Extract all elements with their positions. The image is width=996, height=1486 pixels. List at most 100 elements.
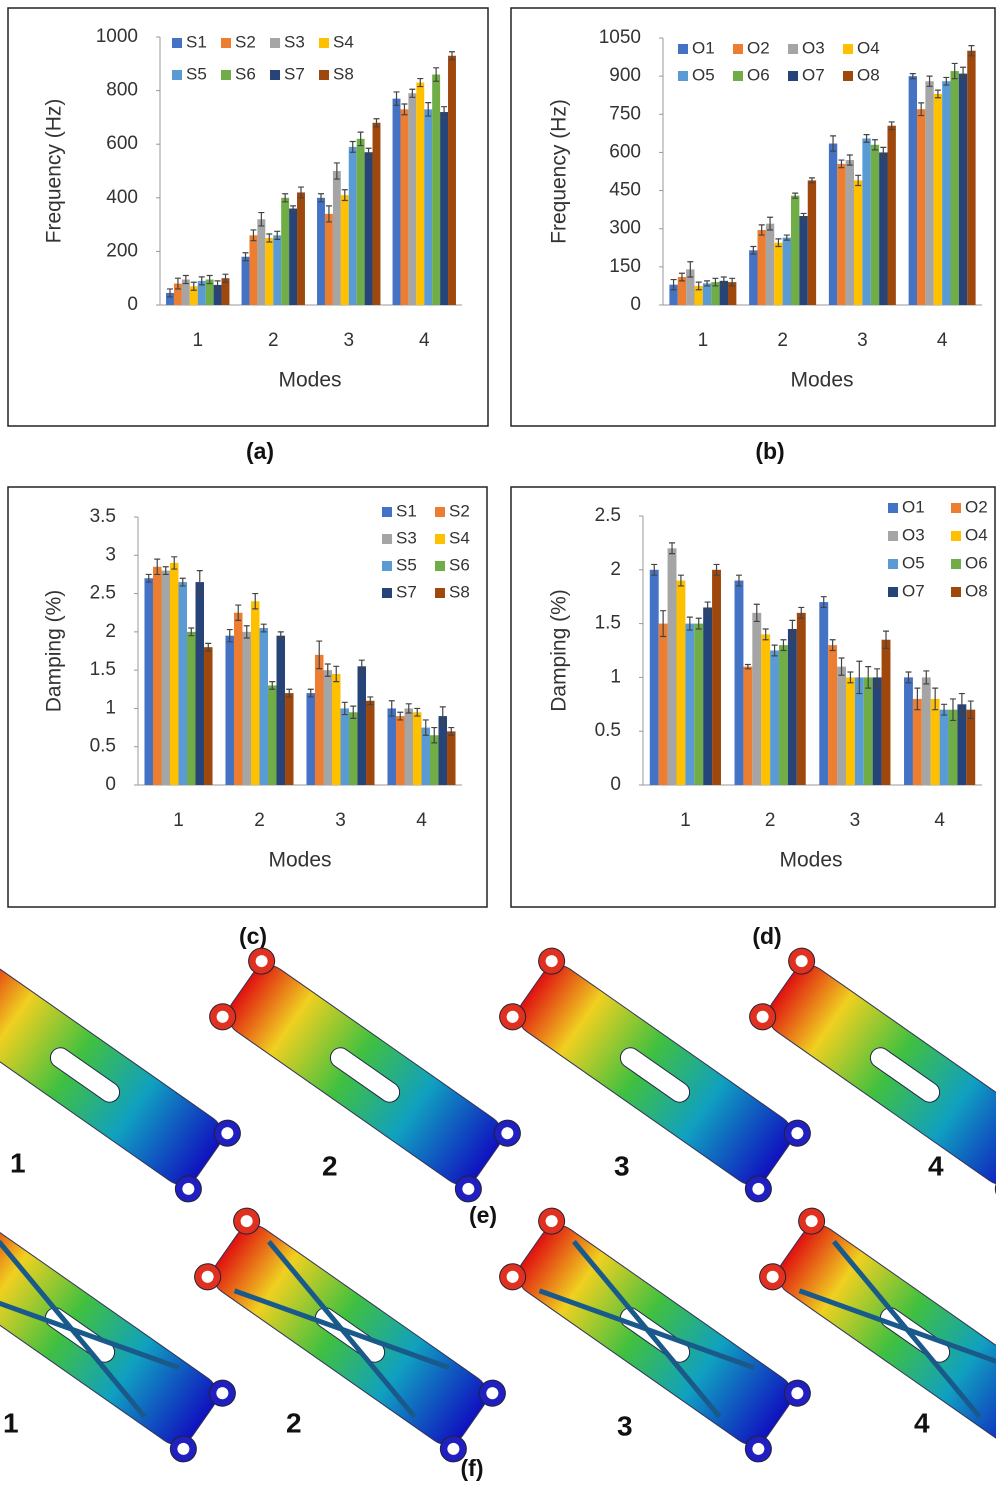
legend-label: O7: [802, 65, 825, 84]
bar: [297, 192, 305, 305]
legend-swatch: [319, 70, 329, 80]
bar: [694, 624, 703, 785]
y-axis-title: Damping (%): [548, 589, 571, 712]
x-axis-title: Modes: [790, 369, 853, 392]
y-tick-label: 3.5: [90, 506, 116, 527]
bar: [774, 243, 782, 305]
mode-number: 1: [3, 1407, 19, 1438]
legend-label: O3: [902, 525, 925, 544]
bar: [234, 613, 243, 785]
bar: [153, 567, 162, 785]
bar: [325, 214, 333, 305]
legend-label: O8: [965, 581, 988, 600]
legend-swatch: [678, 44, 688, 54]
mode-number: 4: [928, 1150, 944, 1181]
legend-label: S1: [186, 32, 207, 51]
bar: [447, 731, 456, 785]
bar: [440, 112, 448, 305]
x-tick-label: 3: [857, 330, 868, 351]
bar: [819, 602, 828, 785]
bar: [357, 139, 365, 305]
bar: [799, 216, 807, 305]
bar: [828, 645, 837, 785]
bar: [396, 716, 405, 785]
y-tick-label: 150: [609, 256, 641, 277]
y-tick-label: 2.5: [90, 583, 116, 604]
arm-body: [0, 1218, 225, 1452]
legend-label: S4: [333, 32, 354, 51]
x-tick-label: 4: [937, 330, 948, 351]
arm-body: [760, 958, 996, 1192]
x-axis-title: Modes: [779, 849, 842, 872]
bar: [940, 710, 949, 785]
x-axis-title: Modes: [268, 849, 331, 872]
bar: [854, 180, 862, 305]
bar: [783, 238, 791, 305]
x-tick-label: 1: [192, 330, 203, 351]
bar: [277, 636, 286, 785]
y-tick-label: 0.5: [90, 736, 116, 757]
bar: [879, 152, 887, 305]
bar: [349, 712, 358, 785]
legend-label: S4: [449, 528, 470, 547]
arm-body: [0, 958, 230, 1192]
bar: [349, 147, 357, 305]
legend-swatch: [951, 587, 961, 597]
bar: [413, 712, 422, 785]
x-tick-label: 4: [934, 810, 945, 831]
legend-label: S1: [396, 501, 417, 520]
legend-swatch: [435, 534, 445, 544]
bar: [942, 81, 950, 305]
bar: [251, 601, 260, 785]
y-tick-label: 800: [106, 80, 138, 101]
bar: [225, 636, 234, 785]
bar: [846, 677, 855, 785]
legend-label: O3: [802, 38, 825, 57]
bar: [242, 632, 251, 785]
y-tick-label: 1: [610, 666, 621, 687]
bar: [404, 708, 413, 785]
bar: [432, 75, 440, 305]
bar: [659, 624, 668, 785]
bar: [408, 93, 416, 305]
bar: [179, 582, 188, 785]
panel-label: (e): [469, 1202, 497, 1228]
legend-label: S6: [235, 64, 256, 83]
bar: [676, 581, 685, 785]
bar: [289, 209, 297, 305]
mode-shape-render: [190, 1203, 511, 1467]
mode-shape-render: [755, 1203, 996, 1467]
legend-swatch: [382, 588, 392, 598]
legend-swatch: [951, 531, 961, 541]
legend-swatch: [435, 561, 445, 571]
mode-shape-render: [205, 943, 526, 1207]
bar: [967, 51, 975, 305]
x-tick-label: 2: [254, 810, 265, 831]
legend-label: S3: [396, 528, 417, 547]
bar: [871, 145, 879, 305]
y-tick-label: 0: [630, 294, 641, 315]
x-tick-label: 4: [419, 330, 430, 351]
legend-swatch: [319, 38, 329, 48]
bar: [400, 109, 408, 305]
bar: [341, 195, 349, 305]
legend-label: S2: [235, 32, 256, 51]
y-tick-label: 600: [609, 141, 641, 162]
legend-label: O2: [965, 497, 988, 516]
bar: [931, 699, 940, 785]
arm-body: [770, 1218, 996, 1452]
legend-label: S8: [449, 582, 470, 601]
bar: [424, 109, 432, 305]
legend-swatch: [888, 503, 898, 513]
panel-label: (a): [246, 438, 274, 464]
bar: [909, 76, 917, 305]
y-axis-title: Frequency (Hz): [43, 99, 66, 244]
legend-label: S2: [449, 501, 470, 520]
bar: [808, 180, 816, 305]
bar: [323, 670, 332, 785]
legend-label: O5: [692, 65, 715, 84]
legend-swatch: [382, 507, 392, 517]
legend-label: O7: [902, 581, 925, 600]
bar: [882, 640, 891, 785]
y-tick-label: 2: [610, 559, 621, 580]
